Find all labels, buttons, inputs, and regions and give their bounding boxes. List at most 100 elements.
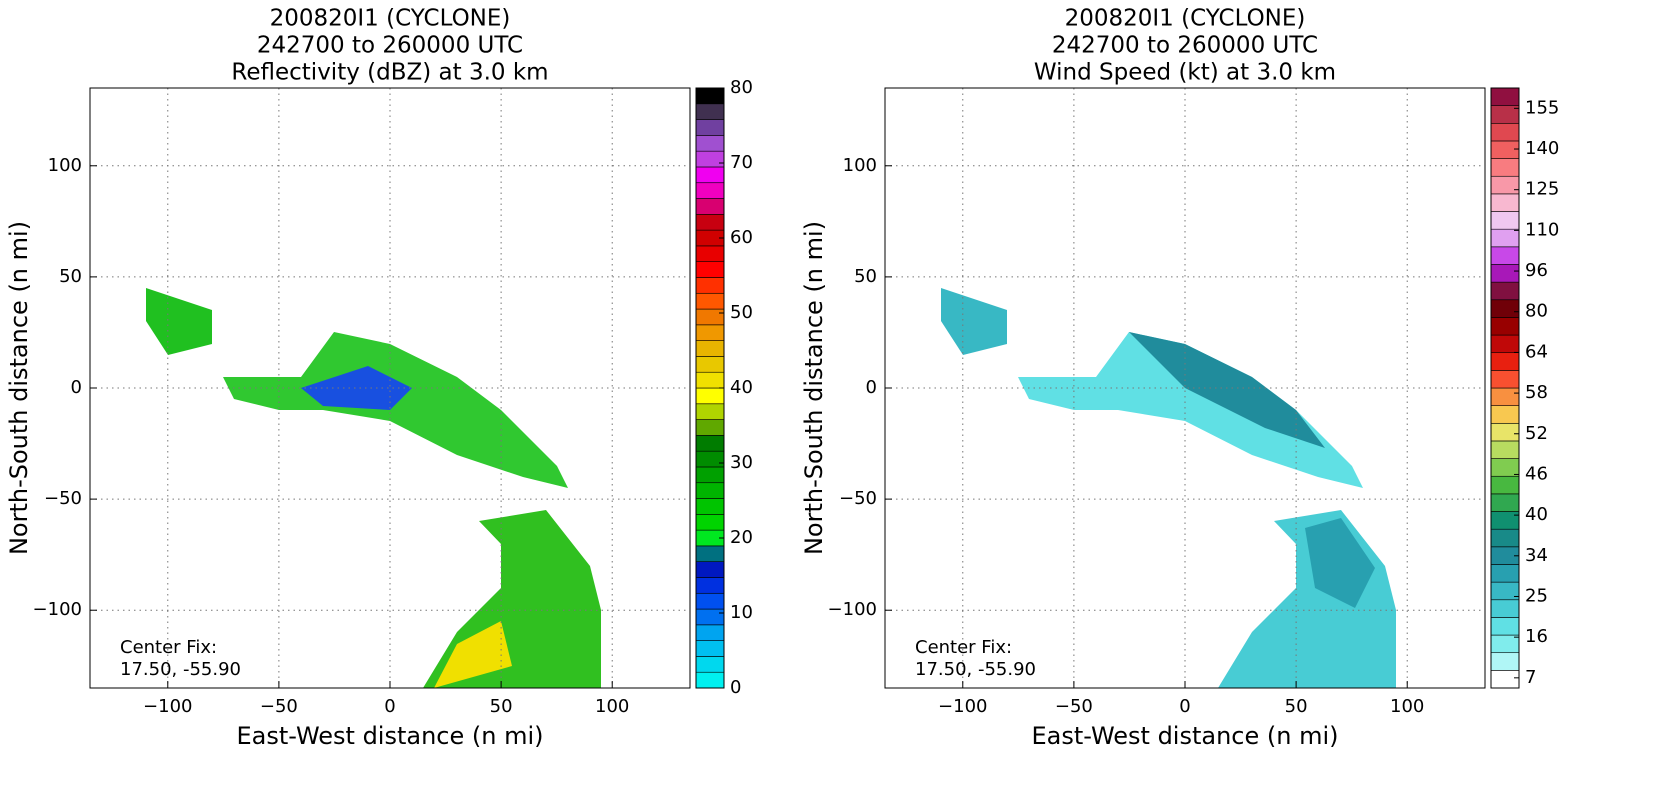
echo [434,621,512,688]
colorbar-label: 7 [1525,667,1536,688]
colorbar-swatch [1490,122,1520,142]
chart-title: 200820I1 (CYCLONE) [1065,6,1306,32]
echo [301,366,412,410]
y-tick-label: 50 [59,266,82,287]
colorbar-swatch [1490,617,1520,636]
colorbar-label: 125 [1525,179,1559,200]
echoes [941,288,1396,688]
chart-title: Wind Speed (kt) at 3.0 km [1034,60,1336,86]
echo [1129,332,1325,448]
colorbar-label: 80 [730,77,753,98]
y-tick-label: 0 [866,377,877,398]
x-tick-label: −100 [938,696,987,717]
colorbar-label: 58 [1525,382,1548,403]
colorbar-swatch [695,466,725,484]
colorbar-label: 40 [1525,504,1548,525]
colorbar-swatch [695,482,725,499]
colorbar-swatch [695,356,725,373]
annotation: 17.50, -55.90 [120,659,241,680]
x-tick-label: 0 [1179,696,1190,717]
colorbar-label: 34 [1525,545,1548,566]
colorbar-swatch [1490,211,1520,230]
colorbar-swatch [695,182,725,199]
x-tick-label: 0 [384,696,395,717]
colorbar-swatch [695,498,725,515]
colorbar-label: 0 [730,677,741,698]
colorbar-swatch [1490,599,1520,618]
colorbar-label: 70 [730,152,753,173]
colorbar-swatch [695,608,725,626]
colorbar-swatch [695,371,725,389]
colorbar-label: 25 [1525,585,1548,606]
colorbar-swatch [695,671,725,689]
annotation: Center Fix: [120,637,217,658]
colorbar-swatch [695,340,725,357]
colorbar-swatch [695,87,725,105]
colorbar-frame [1490,87,1520,689]
x-tick-label: 100 [1390,696,1424,717]
colorbar-swatch [1490,405,1520,424]
colorbar-swatch [695,435,725,452]
colorbar-label: 60 [730,227,753,248]
x-tick-label: 50 [490,696,513,717]
colorbar-label: 110 [1525,219,1559,240]
colorbar-swatch [1490,652,1520,671]
colorbar-label: 52 [1525,423,1548,444]
colorbar-swatch [695,577,725,594]
echoes [146,288,601,688]
colorbar-swatch [695,514,725,531]
colorbar-swatch [695,624,725,641]
colorbar-label: 46 [1525,463,1548,484]
colorbar-swatch [1490,87,1520,106]
echo [941,288,1007,355]
plot-frame [884,87,1486,689]
colorbar-swatch [695,214,725,231]
x-tick-label: 50 [1285,696,1308,717]
colorbar-swatch [695,103,725,120]
colorbar-swatch [1490,581,1520,601]
colorbar-label: 50 [730,302,753,323]
colorbar-swatch [695,656,725,673]
y-axis-label: North-South distance (n mi) [800,221,828,555]
colorbar-swatch [1490,158,1520,177]
colorbar-swatch [1490,193,1520,212]
colorbar-swatch [1490,458,1520,477]
colorbar-swatch [695,150,725,168]
colorbar-swatch [1490,140,1520,159]
colorbar-swatch [695,135,725,152]
colorbar-swatch [695,324,725,341]
colorbar-label: 155 [1525,97,1559,118]
y-tick-label: −50 [839,488,877,509]
colorbar-label: 10 [730,602,753,623]
colorbar-swatch [1490,422,1520,442]
colorbar-swatch [695,403,725,420]
colorbar-swatch [1490,228,1520,248]
colorbar-swatch [1490,334,1520,354]
colorbar-swatch [695,387,725,405]
colorbar-swatch [1490,264,1520,283]
colorbar-swatch [1490,670,1520,689]
y-tick-label: 50 [854,266,877,287]
colorbar-swatch [1490,317,1520,336]
colorbar-label: 16 [1525,626,1548,647]
chart-title: 200820I1 (CYCLONE) [270,6,511,32]
y-tick-label: −100 [828,599,877,620]
colorbar-swatch [695,640,725,657]
plot-frame [89,87,691,689]
colorbar-swatch [695,592,725,610]
colorbar-label: 64 [1525,341,1548,362]
colorbar-label: 140 [1525,138,1559,159]
colorbar-swatch [1490,299,1520,318]
colorbar-swatch [1490,370,1520,389]
colorbar-swatch [1490,246,1520,265]
x-tick-label: −100 [143,696,192,717]
x-tick-label: −50 [260,696,298,717]
colorbar-swatch [1490,564,1520,583]
colorbar-label: 20 [730,527,753,548]
x-axis-label: East-West distance (n mi) [236,722,543,750]
annotation: Center Fix: [915,637,1012,658]
colorbar-swatch [1490,175,1520,195]
